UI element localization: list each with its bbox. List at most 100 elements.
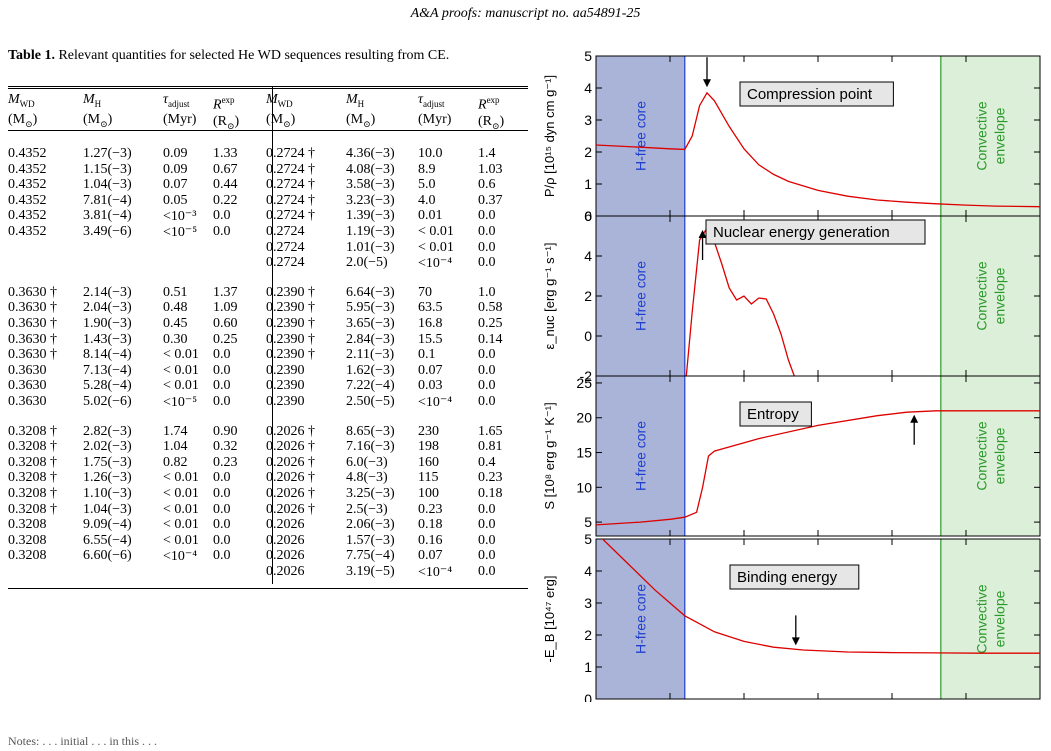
header-unit-subscript: ⊙ xyxy=(25,118,33,129)
table-cell: 0.2026 † xyxy=(266,470,315,486)
core-label: H-free core xyxy=(632,261,648,331)
envelope-region xyxy=(940,216,1040,376)
y-tick-label: 10 xyxy=(576,479,592,495)
arrow-head xyxy=(703,79,711,88)
panel-label: Compression point xyxy=(747,86,873,103)
y-axis-label: S [10⁸ erg g⁻¹ K⁻¹] xyxy=(542,402,557,509)
table-cell: 2.5(−3) xyxy=(346,501,388,517)
table-rule xyxy=(8,587,528,589)
table-cell: 0.48 xyxy=(163,300,188,316)
table-cell: 0.2724 † xyxy=(266,177,315,193)
y-tick-label: 4 xyxy=(584,248,592,264)
arrow-head xyxy=(791,637,800,646)
table-cell: 0.23 xyxy=(478,470,503,486)
header-unit-subscript: ⊙ xyxy=(363,118,371,129)
table-cell: 10.0 xyxy=(418,146,443,161)
table-cell: 0.2724 xyxy=(266,239,305,255)
table-cell: 8.9 xyxy=(418,161,436,177)
header-unit-close: ) xyxy=(107,111,113,127)
table-cell: 0.14 xyxy=(478,331,503,347)
table-cell: 0.2390 † xyxy=(266,331,315,347)
header-unit: (M xyxy=(266,111,284,127)
table-caption: Table 1. Relevant quantities for selecte… xyxy=(8,48,528,64)
table-cell: 2.0(−5) xyxy=(346,255,388,271)
series-line xyxy=(596,410,1040,526)
table-cell: 0.18 xyxy=(418,517,443,533)
table-cell: 0.03 xyxy=(418,378,443,394)
table-cell: 0.0 xyxy=(213,548,231,564)
table-cell: 0.2390 † xyxy=(266,316,315,331)
table-cell: 0.3630 xyxy=(8,394,47,409)
panel-label: Entropy xyxy=(747,406,799,423)
y-tick-label: 0 xyxy=(584,328,592,344)
table-cell: 0.3630 † xyxy=(8,347,57,363)
table-cell: 0.2724 † xyxy=(266,146,315,161)
y-tick-label: 1 xyxy=(584,659,592,675)
envelope-label: envelope xyxy=(991,590,1007,647)
table-cell: 3.23(−3) xyxy=(346,192,395,208)
table-cell: 6.0(−3) xyxy=(346,454,388,470)
header-unit-close: ) xyxy=(290,111,296,127)
header-unit: (M xyxy=(83,111,101,127)
table-cell: 0.0 xyxy=(478,548,496,564)
y-tick-label: -2 xyxy=(580,368,593,384)
y-tick-label: 0 xyxy=(584,691,592,702)
table-cell: 0.09 xyxy=(163,146,188,161)
table-cell: 0.0 xyxy=(213,224,231,239)
table-cell: 0.2026 † xyxy=(266,454,315,470)
y-tick-label: 2 xyxy=(584,288,592,304)
table-cell: 0.3630 † xyxy=(8,316,57,331)
table-cell: 0.2724 † xyxy=(266,208,315,224)
header-unit-subscript: ⊙ xyxy=(492,120,500,131)
header-symbol: M xyxy=(83,92,95,107)
panel-label-box xyxy=(739,401,812,427)
table-cell: 7.13(−4) xyxy=(83,362,132,378)
table-cell: 2.14(−3) xyxy=(83,284,132,300)
header-unit: (M xyxy=(8,111,26,127)
table-cell: 0.3208 xyxy=(8,548,47,564)
column-header: τadjust (Myr) xyxy=(163,92,196,128)
table-cell: 0.0 xyxy=(213,378,231,394)
header-unit: (M xyxy=(346,111,364,127)
table-cell: 0.0 xyxy=(478,347,496,363)
y-tick-label: 2 xyxy=(584,627,592,643)
table-cell: 0.4352 xyxy=(8,161,47,177)
table-cell: 0.05 xyxy=(163,192,188,208)
table-cell: 0.3630 † xyxy=(8,284,57,300)
table-cell: 198 xyxy=(418,439,439,455)
table-cell: 0.2390 † xyxy=(266,300,315,316)
header-unit-subscript: ⊙ xyxy=(100,118,108,129)
table-cell: 0.44 xyxy=(213,177,238,193)
table-cell: 2.06(−3) xyxy=(346,517,395,533)
header-unit-close: ) xyxy=(32,111,38,127)
table-cell: 1.04(−3) xyxy=(83,177,132,193)
table-cell: 0.60 xyxy=(213,316,238,331)
y-tick-label: 20 xyxy=(576,410,592,426)
table-rule xyxy=(8,88,528,89)
table-cell: 0.2026 † xyxy=(266,439,315,455)
table-rule xyxy=(8,130,528,131)
header-symbol: M xyxy=(8,92,20,107)
table-cell: 0.2026 xyxy=(266,532,305,548)
panel-label: Nuclear energy generation xyxy=(713,224,890,241)
table-cell: 63.5 xyxy=(418,300,443,316)
table-cell: 1.10(−3) xyxy=(83,486,132,501)
table-cell: 0.6 xyxy=(478,177,496,193)
table-cell: 1.09 xyxy=(213,300,238,316)
table-cell: 5.28(−4) xyxy=(83,378,132,394)
table-cell: 0.23 xyxy=(213,454,238,470)
table-cell: 5.0 xyxy=(418,177,436,193)
table-cell: 0.2026 † xyxy=(266,423,315,439)
envelope-label: Convective xyxy=(973,261,989,330)
table-cell: 0.3208 † xyxy=(8,423,57,439)
header-symbol: R xyxy=(478,97,487,113)
header-symbol: M xyxy=(346,92,358,107)
core-region xyxy=(596,376,685,536)
table-cell: < 0.01 xyxy=(163,486,199,501)
table-cell: 0.0 xyxy=(213,501,231,517)
table-cell: 2.84(−3) xyxy=(346,331,395,347)
table-cell: 1.04(−3) xyxy=(83,501,132,517)
table-cell: 0.0 xyxy=(478,255,496,271)
header-subscript: WD xyxy=(19,98,35,109)
